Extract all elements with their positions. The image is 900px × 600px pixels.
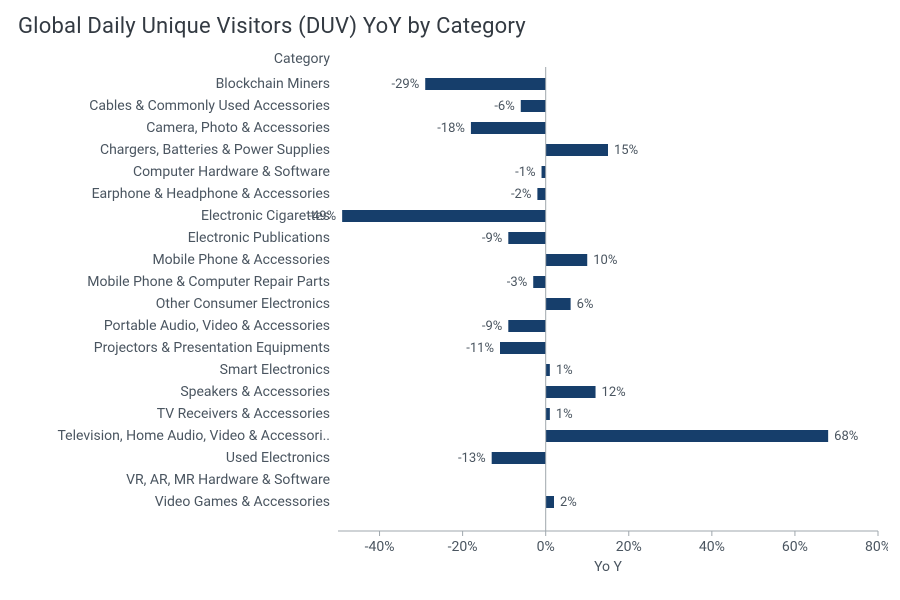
value-label: -6% [494, 99, 514, 114]
category-label: Portable Audio, Video & Accessories [104, 318, 330, 334]
value-label: 1% [556, 363, 573, 378]
category-label: VR, AR, MR Hardware & Software [126, 472, 330, 488]
x-tick-label: 40% [699, 539, 725, 555]
bar [533, 276, 545, 288]
category-label: Camera, Photo & Accessories [146, 120, 330, 136]
bar [546, 298, 571, 310]
x-tick-label: -40% [365, 539, 395, 555]
category-label: Mobile Phone & Computer Repair Parts [87, 274, 330, 290]
value-label: 10% [593, 253, 617, 268]
x-tick-label: -20% [448, 539, 478, 555]
category-label: Used Electronics [226, 450, 330, 466]
bar [542, 166, 546, 178]
bar [546, 364, 550, 376]
value-label: -2% [511, 187, 531, 202]
category-label: Television, Home Audio, Video & Accessor… [58, 428, 331, 444]
value-label: -18% [437, 121, 465, 136]
category-label: Smart Electronics [220, 362, 330, 378]
duv-yoy-chart: Category Blockchain Miners -29% Cables & Co… [18, 39, 888, 579]
value-label: 1% [556, 407, 573, 422]
bar [537, 188, 545, 200]
value-label: 2% [560, 495, 577, 510]
bar [546, 144, 608, 156]
value-label: -11% [466, 341, 494, 356]
category-label: Chargers, Batteries & Power Supplies [100, 142, 330, 158]
bar [425, 78, 545, 90]
value-label: -9% [482, 319, 502, 334]
bar [342, 210, 546, 222]
bar [500, 342, 546, 354]
bar [546, 386, 596, 398]
value-label: 68% [834, 429, 858, 444]
x-tick-label: 20% [616, 539, 642, 555]
x-tick-label: 60% [782, 539, 808, 555]
value-label: -1% [515, 165, 535, 180]
bar [546, 408, 550, 420]
category-label: TV Receivers & Accessories [157, 406, 330, 422]
category-label: Computer Hardware & Software [133, 164, 330, 180]
bar [492, 452, 546, 464]
bar [508, 320, 545, 332]
bar [546, 430, 828, 442]
bar [521, 100, 546, 112]
value-label: 12% [602, 385, 626, 400]
bar [508, 232, 545, 244]
x-axis-title: Yo Y [594, 559, 622, 575]
value-label: -29% [391, 77, 419, 92]
category-label: Mobile Phone & Accessories [152, 252, 330, 268]
bar [546, 496, 554, 508]
bar [471, 122, 546, 134]
value-label: -9% [482, 231, 502, 246]
value-label: 15% [614, 143, 638, 158]
category-label: Video Games & Accessories [155, 494, 330, 510]
category-label: Electronic Publications [188, 230, 330, 246]
value-label: -49% [308, 209, 336, 224]
category-label: Projectors & Presentation Equipments [94, 340, 330, 356]
chart-title: Global Daily Unique Visitors (DUV) YoY b… [18, 14, 882, 39]
value-label: -13% [458, 451, 486, 466]
bar [546, 254, 588, 266]
y-axis-header: Category [274, 51, 330, 67]
category-label: Speakers & Accessories [180, 384, 330, 400]
category-label: Cables & Commonly Used Accessories [89, 98, 330, 114]
value-label: -3% [507, 275, 527, 290]
x-tick-label: 80% [865, 539, 888, 555]
x-tick-label: 0% [537, 539, 555, 555]
category-label: Blockchain Miners [216, 76, 330, 92]
category-label: Earphone & Headphone & Accessories [92, 186, 330, 202]
value-label: 6% [577, 297, 594, 312]
category-label: Other Consumer Electronics [156, 296, 330, 312]
